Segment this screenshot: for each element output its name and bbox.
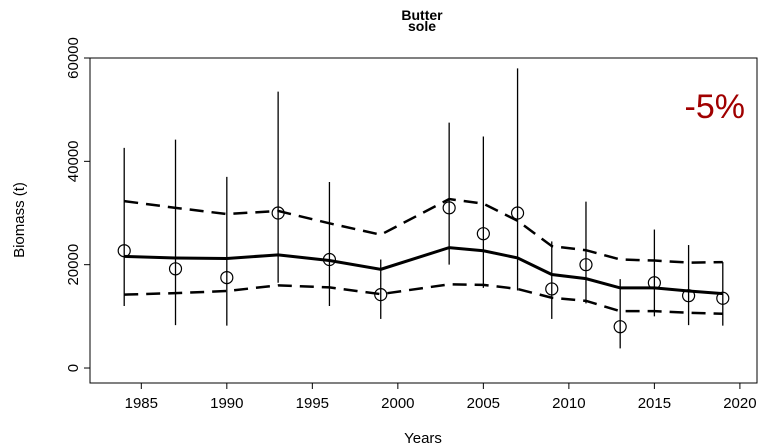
x-axis-label: Years <box>404 430 442 447</box>
point <box>322 252 337 267</box>
point <box>579 258 593 272</box>
x-tick-label: 1985 <box>125 395 158 412</box>
y-tick-label: 60000 <box>65 37 82 79</box>
point <box>613 320 627 334</box>
x-tick-label: 1990 <box>210 395 243 412</box>
point <box>681 289 696 303</box>
point <box>168 262 183 276</box>
y-tick-label: 20000 <box>65 244 82 286</box>
x-tick-label: 2015 <box>638 395 671 412</box>
point <box>716 291 730 305</box>
point <box>476 227 490 241</box>
x-tick-label: 2010 <box>552 395 585 412</box>
point <box>510 206 525 220</box>
upper-trend <box>124 197 723 264</box>
mean-trend <box>124 246 723 296</box>
chart-title: Butter sole <box>401 7 443 34</box>
point <box>442 201 456 215</box>
point <box>220 270 234 285</box>
point <box>271 206 285 220</box>
annotation: -5% <box>685 88 745 126</box>
y-tick-label: 40000 <box>65 140 82 182</box>
y-tick-label: 0 <box>65 364 82 372</box>
point <box>647 276 661 290</box>
point <box>117 244 131 258</box>
point <box>545 282 559 296</box>
x-tick-label: 2000 <box>381 395 414 412</box>
x-tick-label: 2020 <box>723 395 756 412</box>
y-axis-label: Biomass (t) <box>11 182 28 258</box>
x-tick-label: 1995 <box>296 395 329 412</box>
x-tick-label: 2005 <box>467 395 500 412</box>
point <box>374 288 388 302</box>
plot-frame <box>89 57 758 384</box>
